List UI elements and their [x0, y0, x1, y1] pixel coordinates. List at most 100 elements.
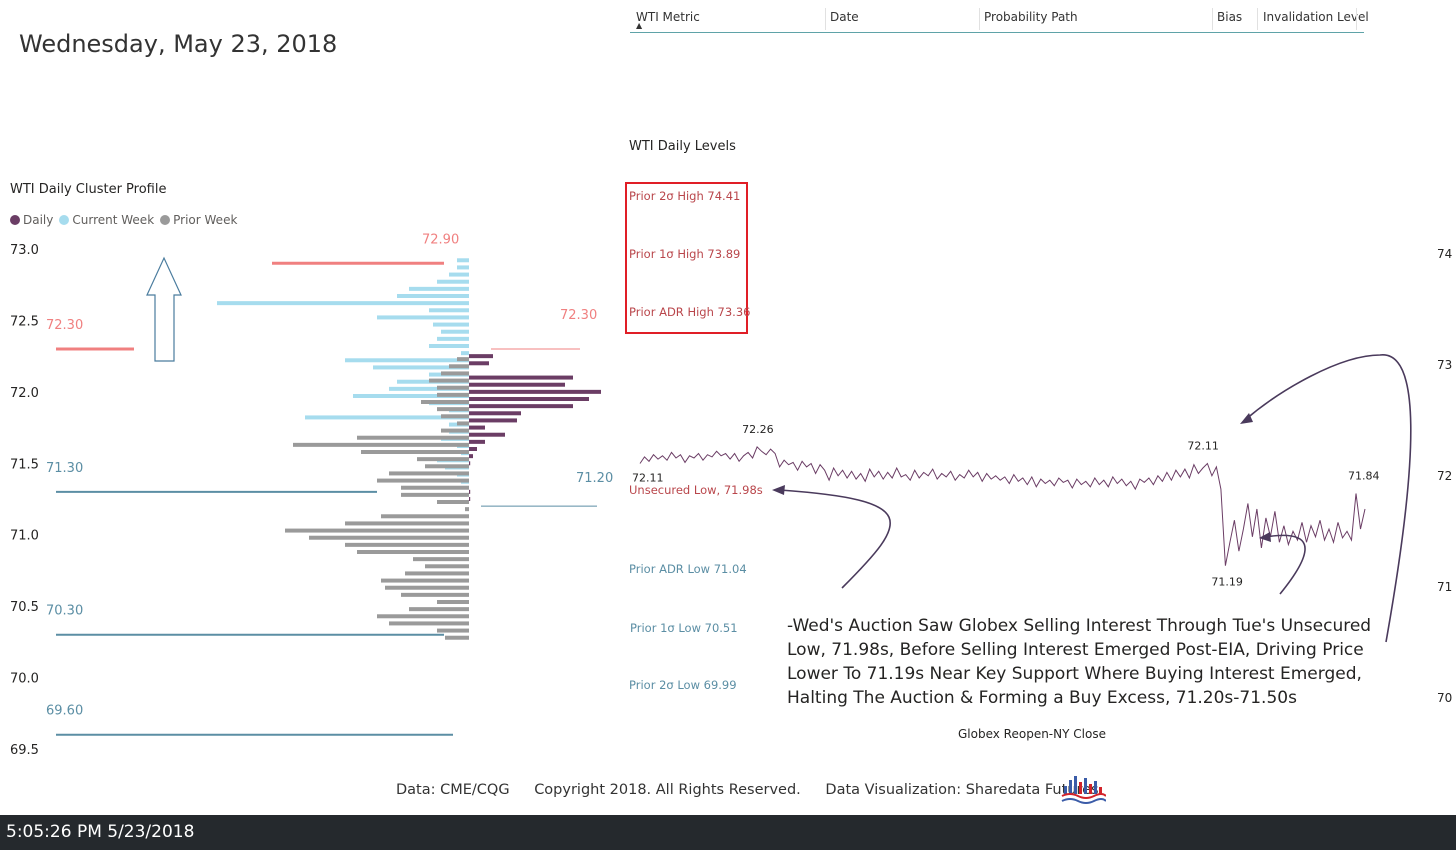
- column-divider: [1356, 8, 1357, 30]
- bar-prior-week[interactable]: [437, 628, 469, 633]
- y-tick-label: 70.0: [10, 672, 39, 687]
- status-timestamp: 5:05:26 PM 5/23/2018: [6, 822, 195, 842]
- column-header-probability-path[interactable]: Probability Path: [984, 10, 1078, 24]
- bar-current-week[interactable]: [441, 329, 469, 334]
- annotation-arrows: [779, 354, 1412, 643]
- column-header-invalidation-level[interactable]: Invalidation Level: [1263, 10, 1369, 24]
- bar-prior-week[interactable]: [377, 478, 469, 483]
- bar-prior-week[interactable]: [377, 614, 469, 619]
- bar-daily[interactable]: [469, 454, 473, 459]
- arrowhead-icon: [1259, 532, 1271, 542]
- bar-prior-week[interactable]: [457, 357, 469, 362]
- column-header-wti-metric[interactable]: WTI Metric: [636, 10, 700, 24]
- bar-prior-week[interactable]: [441, 414, 469, 419]
- bar-daily[interactable]: [469, 354, 493, 359]
- bar-current-week[interactable]: [377, 315, 469, 320]
- bar-prior-week[interactable]: [437, 407, 469, 412]
- bar-current-week[interactable]: [433, 322, 469, 327]
- bar-prior-week[interactable]: [441, 428, 469, 433]
- legend-item-current-week[interactable]: Current Week: [59, 213, 154, 227]
- bar-prior-week[interactable]: [389, 621, 469, 626]
- bar-prior-week[interactable]: [285, 528, 469, 533]
- bar-prior-week[interactable]: [389, 471, 469, 476]
- status-bar: 5:05:26 PM 5/23/2018: [0, 815, 1456, 850]
- annotation-label: 72.30: [46, 318, 83, 333]
- bar-current-week[interactable]: [389, 386, 469, 391]
- bar-daily[interactable]: [469, 397, 589, 401]
- cluster-annotations: 72.90 72.30 72.30 71.30 71.20 70.30 69.60: [46, 232, 613, 736]
- bar-prior-week[interactable]: [401, 492, 469, 497]
- column-header-bias[interactable]: Bias: [1217, 10, 1243, 24]
- bar-prior-week[interactable]: [413, 557, 469, 562]
- sort-ascending-icon[interactable]: ▲: [636, 21, 643, 30]
- bar-current-week[interactable]: [373, 365, 469, 370]
- bar-prior-week[interactable]: [437, 500, 469, 504]
- sharedata-logo-icon: [1061, 776, 1106, 804]
- bar-prior-week[interactable]: [385, 585, 469, 590]
- bar-prior-week[interactable]: [293, 442, 469, 447]
- bar-current-week[interactable]: [305, 415, 469, 420]
- bar-daily[interactable]: [469, 361, 489, 366]
- bar-current-week[interactable]: [429, 308, 469, 313]
- bar-prior-week[interactable]: [417, 457, 469, 462]
- bar-current-week[interactable]: [397, 294, 469, 298]
- bar-prior-week[interactable]: [445, 635, 469, 640]
- bar-prior-week[interactable]: [401, 485, 469, 490]
- annotation-label: 72.90: [422, 232, 459, 247]
- bar-current-week[interactable]: [457, 265, 469, 270]
- bar-daily[interactable]: [469, 432, 505, 437]
- bar-prior-week[interactable]: [401, 592, 469, 597]
- level-prior-adr-high: Prior ADR High 73.36: [629, 305, 751, 319]
- bar-daily[interactable]: [469, 447, 477, 451]
- bar-current-week[interactable]: [457, 258, 469, 263]
- bar-prior-week[interactable]: [345, 521, 469, 526]
- legend-item-daily[interactable]: Daily: [10, 213, 53, 227]
- bar-daily[interactable]: [469, 375, 573, 380]
- bar-current-week[interactable]: [437, 336, 469, 341]
- bar-prior-week[interactable]: [425, 464, 469, 469]
- bar-current-week[interactable]: [217, 301, 469, 306]
- bar-current-week[interactable]: [449, 272, 469, 277]
- bar-prior-week[interactable]: [361, 450, 469, 454]
- bar-daily[interactable]: [469, 425, 485, 430]
- column-header-date[interactable]: Date: [830, 10, 859, 24]
- bar-current-week[interactable]: [353, 394, 469, 398]
- bar-current-week[interactable]: [461, 351, 469, 356]
- bar-prior-week[interactable]: [345, 542, 469, 547]
- bar-daily[interactable]: [469, 439, 485, 444]
- bar-daily[interactable]: [469, 389, 601, 394]
- bar-prior-week[interactable]: [429, 378, 469, 383]
- bar-prior-week[interactable]: [441, 371, 469, 376]
- bar-prior-week[interactable]: [381, 514, 469, 519]
- bar-daily[interactable]: [469, 404, 573, 409]
- data-label: 72.11: [1187, 440, 1219, 453]
- bar-prior-week[interactable]: [437, 392, 469, 397]
- bar-daily[interactable]: [469, 497, 471, 501]
- bar-current-week[interactable]: [429, 344, 469, 348]
- bar-daily[interactable]: [469, 382, 565, 387]
- bar-daily[interactable]: [469, 418, 517, 423]
- price-line-chart: 74 73 72 71 70 72.11 72.26 72.11 71.19 71.84: [632, 247, 1452, 705]
- y-tick-label: 74: [1437, 247, 1452, 261]
- bar-current-week[interactable]: [409, 286, 469, 291]
- bar-daily[interactable]: [469, 461, 471, 466]
- bar-current-week[interactable]: [437, 279, 469, 284]
- bar-prior-week[interactable]: [381, 578, 469, 583]
- bar-prior-week[interactable]: [457, 421, 469, 426]
- bar-prior-week[interactable]: [357, 435, 469, 440]
- bar-prior-week[interactable]: [357, 550, 469, 554]
- bar-prior-week[interactable]: [405, 571, 469, 576]
- bar-daily[interactable]: [469, 489, 471, 494]
- bar-prior-week[interactable]: [409, 607, 469, 612]
- bar-prior-week[interactable]: [309, 535, 469, 540]
- bar-current-week[interactable]: [345, 358, 469, 363]
- y-tick-label: 70: [1437, 691, 1452, 705]
- bar-daily[interactable]: [469, 411, 521, 416]
- bar-prior-week[interactable]: [421, 400, 469, 404]
- bar-prior-week[interactable]: [449, 364, 469, 369]
- bar-prior-week[interactable]: [437, 385, 469, 390]
- legend-item-prior-week[interactable]: Prior Week: [160, 213, 237, 227]
- bar-prior-week[interactable]: [465, 507, 469, 512]
- bar-prior-week[interactable]: [425, 564, 469, 569]
- bar-prior-week[interactable]: [437, 600, 469, 604]
